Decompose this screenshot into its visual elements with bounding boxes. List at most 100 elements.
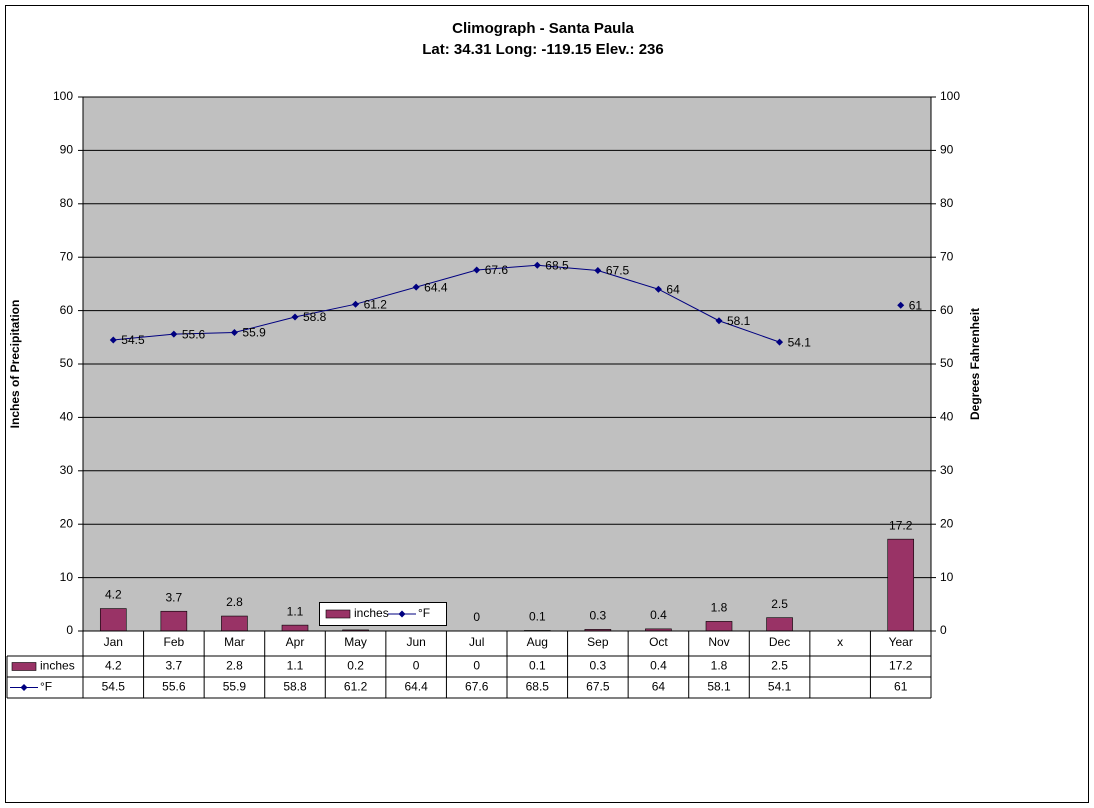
data-label: 67.5 (606, 264, 630, 278)
x-tick-label: Jun (406, 635, 425, 649)
y-tick-label: 90 (60, 143, 74, 157)
data-label: 0 (473, 610, 480, 624)
y-tick-label: 80 (60, 196, 74, 210)
point (473, 266, 481, 274)
x-tick-label: Year (889, 635, 913, 649)
y-tick-label: 100 (53, 89, 73, 103)
y-tick-label: 50 (60, 356, 74, 370)
data-label: 67.6 (485, 263, 509, 277)
table-cell: 54.1 (768, 680, 792, 694)
legend-label: inches (354, 606, 389, 620)
chart-subtitle: Lat: 34.31 Long: -119.15 Elev.: 236 (422, 41, 664, 58)
point (654, 285, 662, 293)
table-cell: 1.8 (711, 659, 728, 673)
table-cell: 67.6 (465, 680, 489, 694)
marks: 4.23.72.81.10.2000.10.30.41.82.517.254.5… (99, 258, 923, 632)
bar (766, 617, 793, 632)
legend-box (319, 602, 447, 626)
data-label: 17.2 (889, 518, 913, 532)
y2-tick-label: 50 (940, 356, 954, 370)
grid: 0 10 20 30 40 50 60 70 80 90 100 0 10 20 30 40 50 60 70 80 9… (53, 89, 960, 637)
point (291, 313, 299, 321)
point (109, 336, 117, 344)
table-cell: 67.5 (586, 680, 610, 694)
point (398, 610, 406, 618)
table-cell: 68.5 (526, 680, 550, 694)
y2-axis-title: Degrees Fahrenheit (968, 308, 982, 420)
legend: inches °F (319, 602, 447, 626)
bar (221, 615, 248, 632)
y-tick-label: 70 (60, 249, 74, 263)
x-tick-label: x (837, 635, 843, 649)
y2-tick-label: 80 (940, 196, 954, 210)
data-label: 2.8 (226, 595, 243, 609)
bar (160, 610, 188, 632)
data-label: 0.1 (529, 610, 546, 624)
x-tick-label: Jul (469, 635, 484, 649)
y-tick-label: 20 (60, 516, 74, 530)
y2-tick-label: 10 (940, 570, 954, 584)
legend-swatch (325, 609, 351, 619)
bar (99, 608, 127, 632)
table-cell: 58.1 (707, 680, 731, 694)
legend-label: °F (418, 606, 430, 620)
y-tick-label: 60 (60, 303, 74, 317)
data-label: 58.1 (727, 314, 751, 328)
x-tick-label: Nov (708, 635, 729, 649)
table-key (11, 662, 37, 671)
bar (887, 538, 915, 632)
table-row-label: °F (40, 680, 52, 694)
x-tick-label: Dec (769, 635, 790, 649)
y-axis-title: Inches of Precipitation (8, 300, 22, 429)
data-label: 1.1 (287, 604, 304, 618)
table-cell: 55.9 (223, 680, 247, 694)
data-label: 61 (909, 298, 923, 312)
x-tick-label: Aug (527, 635, 548, 649)
chart-title: Climograph - Santa Paula (452, 20, 634, 37)
y2-tick-label: 30 (940, 463, 954, 477)
table-cell: 2.5 (771, 659, 788, 673)
bar (281, 624, 309, 632)
point (412, 283, 420, 291)
data-label: 4.2 (105, 588, 122, 602)
data-table: Jan Feb Mar Apr May Jun Jul Aug Sep Oct Nov Dec x Yea… (6, 630, 932, 699)
point (776, 338, 784, 346)
point (230, 328, 238, 336)
x-tick-label: Sep (587, 635, 609, 649)
y2-tick-label: 70 (940, 249, 954, 263)
y-tick-label: 10 (60, 570, 74, 584)
x-tick-label: Oct (649, 635, 668, 649)
point (352, 300, 360, 308)
data-label: 58.8 (303, 310, 327, 324)
table-cell: 0 (413, 659, 420, 673)
data-label: 0.4 (650, 608, 667, 622)
table-cell: 55.6 (162, 680, 186, 694)
table-cell: 0.1 (529, 659, 546, 673)
y2-tick-label: 90 (940, 143, 954, 157)
table-cell: 61 (894, 680, 908, 694)
data-label: 61.2 (364, 297, 388, 311)
table-cell: 4.2 (105, 659, 122, 673)
table-cell: 64 (652, 680, 666, 694)
x-tick-label: Feb (164, 635, 185, 649)
data-label: 3.7 (166, 590, 183, 604)
data-label: 1.8 (711, 601, 728, 615)
data-label: 55.6 (182, 327, 206, 341)
point (20, 684, 28, 691)
data-label: 64.4 (424, 280, 448, 294)
point (170, 330, 178, 338)
table-cell: 2.8 (226, 659, 243, 673)
table-cell: 1.1 (287, 659, 304, 673)
data-label: 54.1 (788, 335, 812, 349)
point (897, 301, 905, 309)
y2-tick-label: 20 (940, 516, 954, 530)
table-row-label: inches (40, 659, 75, 673)
y2-tick-label: 60 (940, 303, 954, 317)
data-label: 68.5 (545, 258, 569, 272)
data-label: 55.9 (242, 326, 266, 340)
data-label: 54.5 (121, 333, 145, 347)
y2-tick-label: 0 (940, 623, 947, 637)
table-cell: 58.8 (283, 680, 307, 694)
y-tick-label: 40 (60, 410, 74, 424)
table-cell: 3.7 (166, 659, 183, 673)
